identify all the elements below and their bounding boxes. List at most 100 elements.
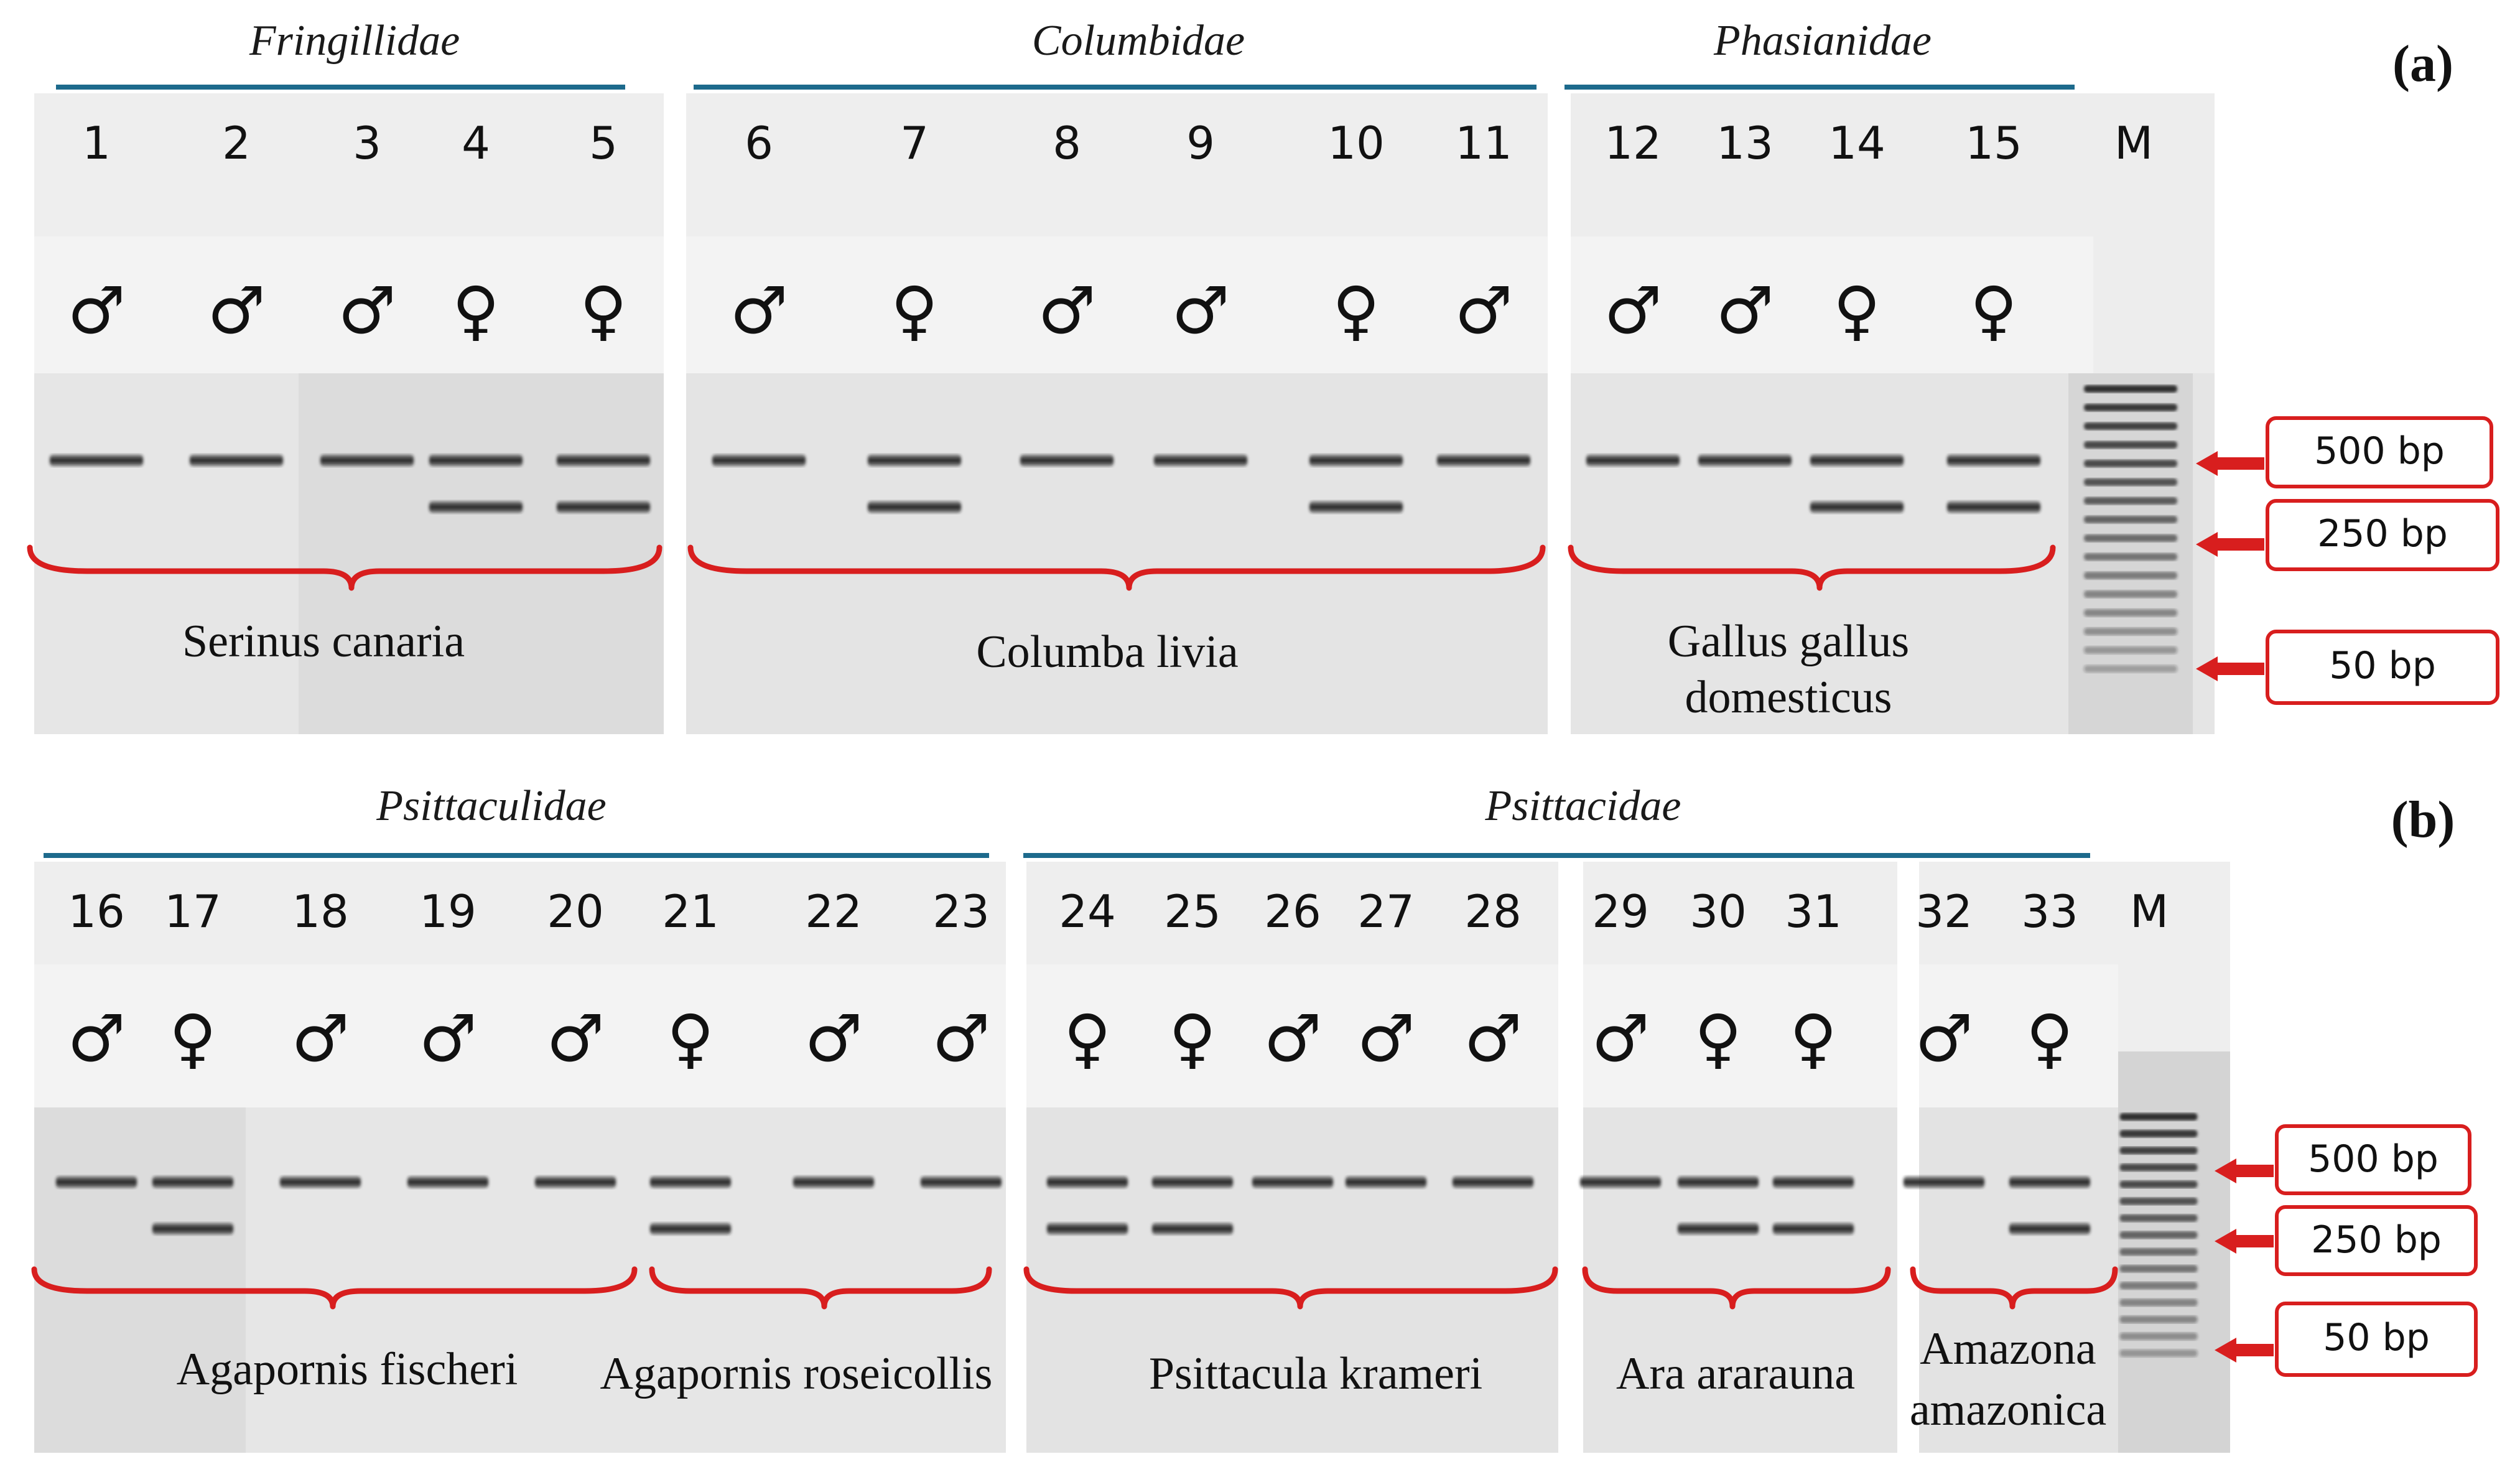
ladder-band (2119, 1163, 2198, 1172)
panel-a-gel-backgrounds (34, 93, 2215, 734)
lane-number: 21 (662, 885, 719, 938)
family-phasianidae: Phasianidae (1713, 17, 1932, 65)
marker-label-b: M (2130, 885, 2169, 938)
band-500bp (1453, 1176, 1533, 1188)
female-symbol: ♀ (667, 1000, 714, 1076)
lane-17: 17 ♀ (152, 885, 233, 1235)
bp-label-500-b: 500 bp (2275, 1124, 2471, 1195)
lane-number: 9 (1186, 117, 1215, 169)
female-symbol: ♀ (1064, 1000, 1111, 1076)
band-250bp (1152, 1223, 1233, 1235)
ladder-band (2084, 665, 2177, 673)
band-500bp (56, 1176, 137, 1188)
lane-number: 32 (1915, 885, 1973, 938)
female-symbol: ♀ (1833, 273, 1881, 348)
male-symbol: ♂ (419, 1000, 477, 1076)
lane-number: 20 (547, 885, 604, 938)
lane-number: 27 (1357, 885, 1415, 938)
lane-number: 15 (1965, 117, 2022, 169)
band-250bp (1810, 501, 1904, 513)
ladder-band (2119, 1214, 2198, 1222)
band-250bp (1947, 501, 2040, 513)
band-500bp (280, 1176, 361, 1188)
lane-24: 24 ♀ (1047, 885, 1128, 1235)
band-500bp (1904, 1176, 1984, 1188)
lane-number: 1 (82, 117, 111, 169)
band-500bp (868, 454, 961, 467)
lane-11: 11 ♂ (1437, 117, 1530, 467)
lane-12: 12 ♂ (1586, 117, 1680, 467)
lane-13: 13 ♂ (1698, 117, 1792, 467)
male-symbol: ♂ (207, 273, 265, 348)
lane-33: 33 ♀ (2009, 885, 2090, 1235)
female-symbol: ♀ (1169, 1000, 1216, 1076)
female-symbol: ♀ (2026, 1000, 2073, 1076)
lane-number: 2 (222, 117, 251, 169)
family-psittaculidae: Psittaculidae (376, 782, 606, 830)
lane-29: 29 ♂ (1580, 885, 1661, 1188)
female-symbol: ♀ (169, 1000, 216, 1076)
lane-10: 10 ♀ (1309, 117, 1403, 513)
lane-number: 31 (1785, 885, 1842, 938)
lane-16: 16 ♂ (56, 885, 137, 1188)
lane-32: 32 ♂ (1904, 885, 1984, 1188)
species-agapornis-roseicollis: Agapornis roseicollis (600, 1348, 993, 1399)
band-500bp (1252, 1176, 1333, 1188)
bp-label-250-a: 250 bp (2266, 499, 2499, 571)
family-columbidae: Columbidae (1032, 17, 1245, 65)
band-500bp (1437, 454, 1530, 467)
male-symbol: ♂ (1604, 273, 1662, 348)
bracket-amazona (1910, 1266, 2118, 1310)
band-250bp (868, 501, 961, 513)
arrow-250-b (2215, 1229, 2274, 1254)
lane-14: 14 ♀ (1810, 117, 1904, 513)
lane-21: 21 ♀ (650, 885, 731, 1235)
ladder-band (2119, 1349, 2198, 1357)
lane-18: 18 ♂ (280, 885, 361, 1188)
band-500bp (1810, 454, 1904, 467)
band-500bp (429, 454, 523, 467)
ladder-band (2084, 553, 2177, 561)
ladder-band (2119, 1332, 2198, 1340)
bracket-fischeri (31, 1266, 638, 1310)
lane-9: 9♂ (1154, 117, 1247, 467)
lane-number: 14 (1828, 117, 1885, 169)
lane-number: 24 (1059, 885, 1116, 938)
lane-number: 16 (68, 885, 125, 938)
arrow-250-a (2196, 532, 2264, 557)
female-symbol: ♀ (1332, 273, 1380, 348)
marker-label-a: M (2114, 117, 2153, 169)
male-symbol: ♂ (338, 273, 396, 348)
lane-15: 15 ♀ (1947, 117, 2040, 513)
svg-text:250 bp: 250 bp (2317, 512, 2448, 556)
male-symbol: ♂ (67, 1000, 125, 1076)
svg-text:50 bp: 50 bp (2329, 644, 2436, 687)
lane-number: 18 (292, 885, 349, 938)
species-columba-livia: Columba livia (976, 627, 1238, 678)
ladder-band (2119, 1113, 2198, 1121)
ladder-band (2084, 628, 2177, 635)
band-500bp (1047, 1176, 1128, 1188)
panel-b-lanes: 16♂17♀18♂19♂20♂21♀22♂23♂24♀25♀26♂27♂28♂2… (56, 885, 2090, 1235)
ladder-band (2119, 1180, 2198, 1188)
male-symbol: ♂ (932, 1000, 990, 1076)
male-symbol: ♂ (804, 1000, 862, 1076)
svg-text:250 bp: 250 bp (2311, 1218, 2442, 1262)
band-250bp (1309, 501, 1403, 513)
female-symbol: ♀ (580, 273, 627, 348)
lane-number: 29 (1592, 885, 1649, 938)
ladder-b (2119, 1113, 2198, 1357)
male-symbol: ♂ (1171, 273, 1229, 348)
ladder-band (2119, 1147, 2198, 1155)
panel-label-b: (b) (2391, 791, 2455, 849)
ladder-a (2084, 385, 2177, 673)
male-symbol: ♂ (546, 1000, 604, 1076)
male-symbol: ♂ (1915, 1000, 1973, 1076)
lane-26: 26 ♂ (1252, 885, 1333, 1188)
band-500bp (1309, 454, 1403, 467)
ladder-band (2084, 516, 2177, 523)
band-500bp (190, 454, 283, 467)
band-250bp (557, 501, 650, 513)
lane-number: 19 (419, 885, 477, 938)
